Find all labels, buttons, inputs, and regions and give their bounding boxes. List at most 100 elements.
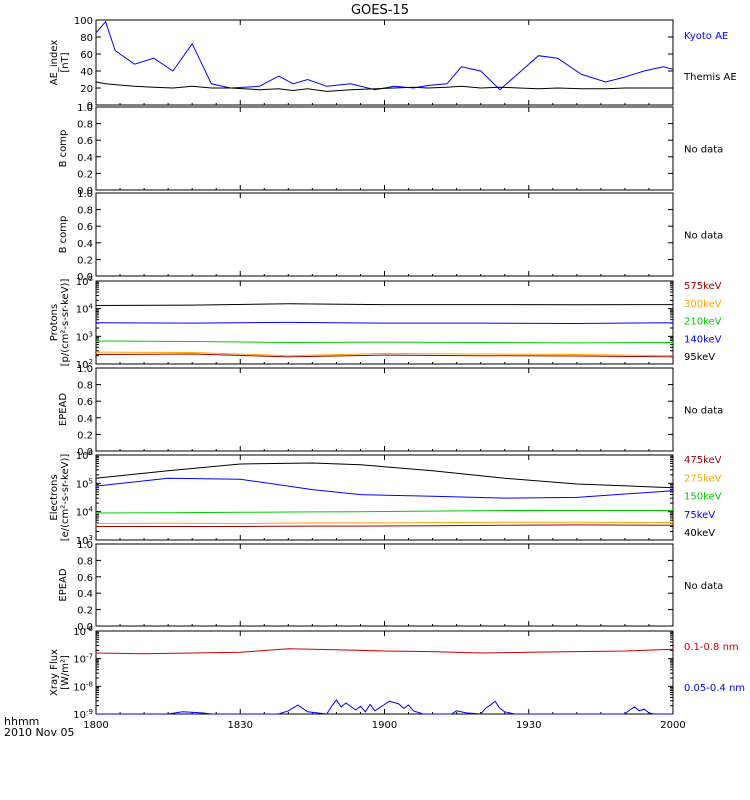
legend-label: 475keV (684, 455, 722, 466)
x-tick-label: 2000 (660, 720, 685, 731)
panel-frame (95, 630, 674, 715)
series-line-150keV (95, 510, 673, 514)
no-data-label: No data (684, 406, 723, 417)
y-tick-label: 104 (76, 506, 94, 519)
y-axis-label: Xray Flux (49, 649, 60, 696)
legend-label: 0.05-0.4 nm (684, 683, 745, 694)
series-line-575keV (95, 353, 674, 358)
y-tick-label: 0.4 (77, 414, 93, 425)
y-tick-label: 20 (80, 84, 93, 95)
panels: 0 20 40 60 80 100 AE_index [nT] Kyoto AE Themis A… (49, 16, 745, 731)
panel-frame (95, 367, 674, 452)
y-tick-label: 10-6 (73, 625, 93, 638)
y-tick-label: 105 (76, 477, 93, 490)
legend-label: 95keV (684, 352, 715, 363)
y-tick-label: 1.0 (77, 364, 93, 375)
y-axis-label: AE_index (49, 40, 60, 86)
y-tick-label: 0.0 (77, 186, 93, 197)
y-tick-label: 0.2 (77, 255, 93, 266)
y-tick-label: 0.4 (77, 239, 93, 250)
y-tick-label: 0.8 (77, 381, 93, 392)
panel-frame (95, 192, 674, 277)
series-line-140keV (95, 321, 674, 325)
series-line-275keV (95, 521, 674, 525)
x-tick-label: 1930 (516, 720, 541, 731)
y-tick-label: 40 (80, 67, 93, 78)
series-line-95keV (95, 303, 674, 306)
y-axis-label: [p/(cm²-s-sr-keV)] (60, 279, 71, 367)
x-axis-label-hhmm: hhmm (4, 715, 39, 728)
y-axis-label: [nT] (60, 52, 71, 72)
y-tick-label: 0.8 (77, 120, 93, 131)
panel-frame (95, 543, 674, 627)
y-tick-label: 1.0 (77, 103, 93, 114)
y-tick-label: 10-8 (73, 680, 93, 693)
y-tick-label: 10-7 (73, 653, 93, 666)
series-line-210keV (95, 340, 674, 344)
y-tick-label: 1.0 (77, 189, 93, 200)
no-data-label: No data (684, 231, 723, 242)
panel-2: 0.0 0.2 0.4 0.6 0.8 1.0 B comp No data (58, 103, 723, 197)
y-tick-label: 0.8 (77, 556, 93, 567)
x-axis-label-date: 2010 Nov 05 (4, 726, 74, 739)
y-tick-label: 0.2 (77, 169, 93, 180)
no-data-label: No data (684, 145, 723, 156)
y-tick-label: 1.0 (77, 540, 93, 551)
panel-frame (95, 106, 674, 191)
y-tick-label: 0.6 (77, 222, 93, 233)
series-line-0-05-0-4-nm (96, 699, 673, 715)
series-line-Kyoto-AE (95, 20, 674, 91)
y-axis-label: B comp (58, 216, 69, 254)
no-data-label: No data (684, 581, 723, 592)
legend-label: 150keV (684, 492, 722, 503)
y-tick-label: 0.0 (77, 447, 93, 458)
legend-label: 210keV (684, 317, 722, 328)
y-tick-label: 0 (87, 101, 93, 112)
y-tick-label: 0.6 (77, 397, 93, 408)
y-tick-label: 0.4 (77, 153, 93, 164)
series-line-300keV (95, 351, 674, 357)
series-line-475keV (96, 524, 674, 527)
y-tick-label: 106 (76, 449, 94, 462)
panel-frame (95, 280, 674, 365)
y-tick-label: 100 (74, 16, 93, 27)
y-axis-label: EPEAD (58, 568, 69, 602)
y-tick-label: 0.0 (77, 622, 93, 633)
panel-5: 0.0 0.2 0.4 0.6 0.8 1.0 EPEAD No data (58, 364, 723, 458)
y-axis-label: Electrons (49, 474, 60, 520)
y-tick-label: 0.0 (77, 272, 93, 283)
y-tick-label: 105 (76, 275, 93, 288)
legend-label: Kyoto AE (684, 31, 728, 42)
x-tick-label: 1900 (372, 720, 397, 731)
panel-3: 0.0 0.2 0.4 0.6 0.8 1.0 B comp No data (58, 189, 723, 283)
y-tick-label: 0.2 (77, 430, 93, 441)
y-tick-label: 0.6 (77, 573, 93, 584)
legend-label: 275keV (684, 473, 722, 484)
y-tick-label: 104 (76, 303, 94, 316)
y-tick-label: 0.6 (77, 136, 93, 147)
legend-label: 575keV (684, 281, 722, 292)
y-axis-label: EPEAD (58, 393, 69, 427)
y-axis-label: Protons (49, 304, 60, 341)
y-axis-label: [W/m²] (60, 655, 71, 690)
legend-label: 140keV (684, 334, 722, 345)
series-line-75keV (95, 477, 674, 499)
series-line-40keV (95, 462, 674, 489)
x-tick-label: 1800 (83, 720, 108, 731)
legend-label: 300keV (684, 299, 722, 310)
legend-label: Themis AE (683, 72, 737, 83)
x-tick-label: 1830 (228, 720, 253, 731)
y-tick-label: 60 (80, 50, 93, 61)
series-line-0-1-0-8-nm (95, 648, 674, 655)
legend-label: 75keV (684, 510, 715, 521)
panel-1: 0 20 40 60 80 100 AE_index [nT] Kyoto AE Themis A… (49, 16, 737, 112)
panel-frame (95, 19, 674, 106)
y-axis-label: B comp (58, 130, 69, 168)
panel-frame (95, 454, 674, 541)
plot-title: GOES-15 (351, 3, 409, 18)
y-tick-label: 0.8 (77, 206, 93, 217)
